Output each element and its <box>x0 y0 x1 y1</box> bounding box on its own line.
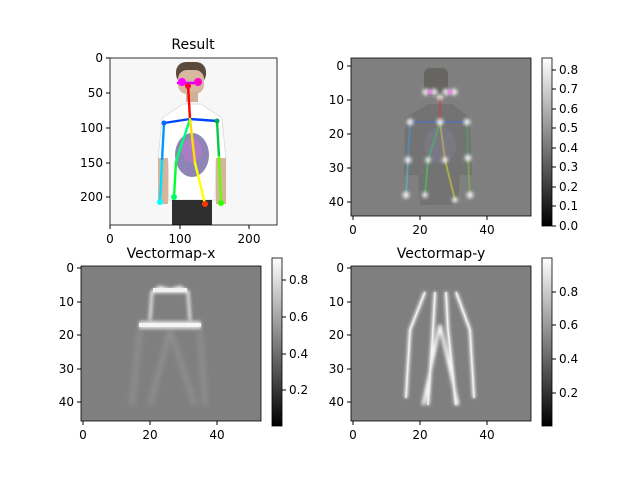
y-tick-label: 200 <box>80 190 103 204</box>
colorbar-tick-label: 0.5 <box>559 121 578 135</box>
pose-skeleton <box>157 78 224 207</box>
colorbar-ticks: 0.2 0.4 0.6 0.8 <box>282 273 308 397</box>
panel-title: Vectormap-x <box>127 246 216 262</box>
y-tick-label: 50 <box>88 86 103 100</box>
colorbar-tick-label: 0.8 <box>559 63 578 77</box>
x-tick-label: 20 <box>412 223 427 237</box>
colorbar-tick-label: 0.4 <box>289 347 308 361</box>
x-tick-label: 0 <box>106 232 114 246</box>
colorbar-tick-label: 0.8 <box>289 273 308 287</box>
vectormap-y-image <box>351 266 531 421</box>
y-axis-ticks: 0 10 20 30 40 <box>329 59 351 209</box>
x-axis-ticks: 0 100 200 <box>106 225 260 246</box>
y-tick-label: 0 <box>66 261 74 275</box>
colorbar-tick-label: 0.7 <box>559 82 578 96</box>
x-tick-label: 0 <box>349 223 357 237</box>
y-axis-ticks: 0 50 100 150 200 <box>80 51 110 204</box>
y-tick-label: 100 <box>80 121 103 135</box>
panel-title: Vectormap-y <box>397 246 486 262</box>
y-tick-label: 30 <box>329 161 344 175</box>
y-tick-label: 20 <box>329 328 344 342</box>
panel-vectormap-y: Vectormap-y 0 20 <box>329 246 578 442</box>
x-axis-ticks: 0 20 40 <box>79 421 225 442</box>
y-tick-label: 40 <box>329 195 344 209</box>
y-tick-label: 20 <box>59 328 74 342</box>
colorbar-tick-label: 0.3 <box>559 160 578 174</box>
y-tick-label: 30 <box>59 362 74 376</box>
colorbar-tick-label: 0.2 <box>559 386 578 400</box>
colorbar-ticks: 0.0 0.1 0.2 0.3 0.4 0.5 0.6 0.7 0.8 <box>552 63 578 233</box>
colorbar: 0.2 0.4 0.6 0.8 <box>541 257 578 427</box>
colorbar-tick-label: 0.6 <box>559 318 578 332</box>
colorbar-tick-label: 0.4 <box>559 352 578 366</box>
y-tick-label: 10 <box>329 295 344 309</box>
colorbar-tick-label: 0.6 <box>559 102 578 116</box>
panel-title: Result <box>171 37 215 53</box>
x-tick-label: 100 <box>169 232 192 246</box>
colorbar-tick-label: 0.8 <box>559 285 578 299</box>
vectormap-x-image <box>81 266 261 421</box>
colorbar-tick-label: 0.6 <box>289 310 308 324</box>
colorbar-tick-label: 0.1 <box>559 199 578 213</box>
x-tick-label: 40 <box>479 428 494 442</box>
colorbar-tick-label: 0.0 <box>559 219 578 233</box>
y-tick-label: 10 <box>329 93 344 107</box>
colorbar-tick-label: 0.2 <box>289 383 308 397</box>
y-tick-label: 30 <box>329 362 344 376</box>
x-tick-label: 20 <box>142 428 157 442</box>
x-tick-label: 40 <box>209 428 224 442</box>
x-tick-label: 20 <box>412 428 427 442</box>
heatmap-image <box>351 58 531 216</box>
x-axis-ticks: 0 20 40 <box>349 216 495 237</box>
x-tick-label: 40 <box>479 223 494 237</box>
y-axis-ticks: 0 10 20 30 40 <box>329 261 351 409</box>
panel-vectormap-x: Vectormap-x 0 20 40 <box>59 246 308 442</box>
colorbar: 0.2 0.4 0.6 0.8 <box>271 257 308 427</box>
y-tick-label: 0 <box>336 59 344 73</box>
panel-result: Result <box>80 37 278 246</box>
y-tick-label: 0 <box>95 51 103 65</box>
y-tick-label: 0 <box>336 261 344 275</box>
y-tick-label: 20 <box>329 127 344 141</box>
x-axis-ticks: 0 20 40 <box>349 421 495 442</box>
y-axis-ticks: 0 10 20 30 40 <box>59 261 81 409</box>
result-image <box>110 58 277 225</box>
x-tick-label: 200 <box>238 232 261 246</box>
colorbar-tick-label: 0.4 <box>559 141 578 155</box>
y-tick-label: 40 <box>329 395 344 409</box>
x-tick-label: 0 <box>349 428 357 442</box>
y-tick-label: 150 <box>80 156 103 170</box>
y-tick-label: 40 <box>59 395 74 409</box>
x-tick-label: 0 <box>79 428 87 442</box>
heatmap-skeleton <box>405 96 471 201</box>
colorbar-ticks: 0.2 0.4 0.6 0.8 <box>552 285 578 400</box>
y-tick-label: 10 <box>59 295 74 309</box>
colorbar: 0.0 0.1 0.2 0.3 0.4 0.5 0.6 0.7 0.8 <box>541 57 578 233</box>
colorbar-tick-label: 0.2 <box>559 180 578 194</box>
panel-heatmap: 0 20 40 0 10 20 30 40 <box>329 57 578 237</box>
